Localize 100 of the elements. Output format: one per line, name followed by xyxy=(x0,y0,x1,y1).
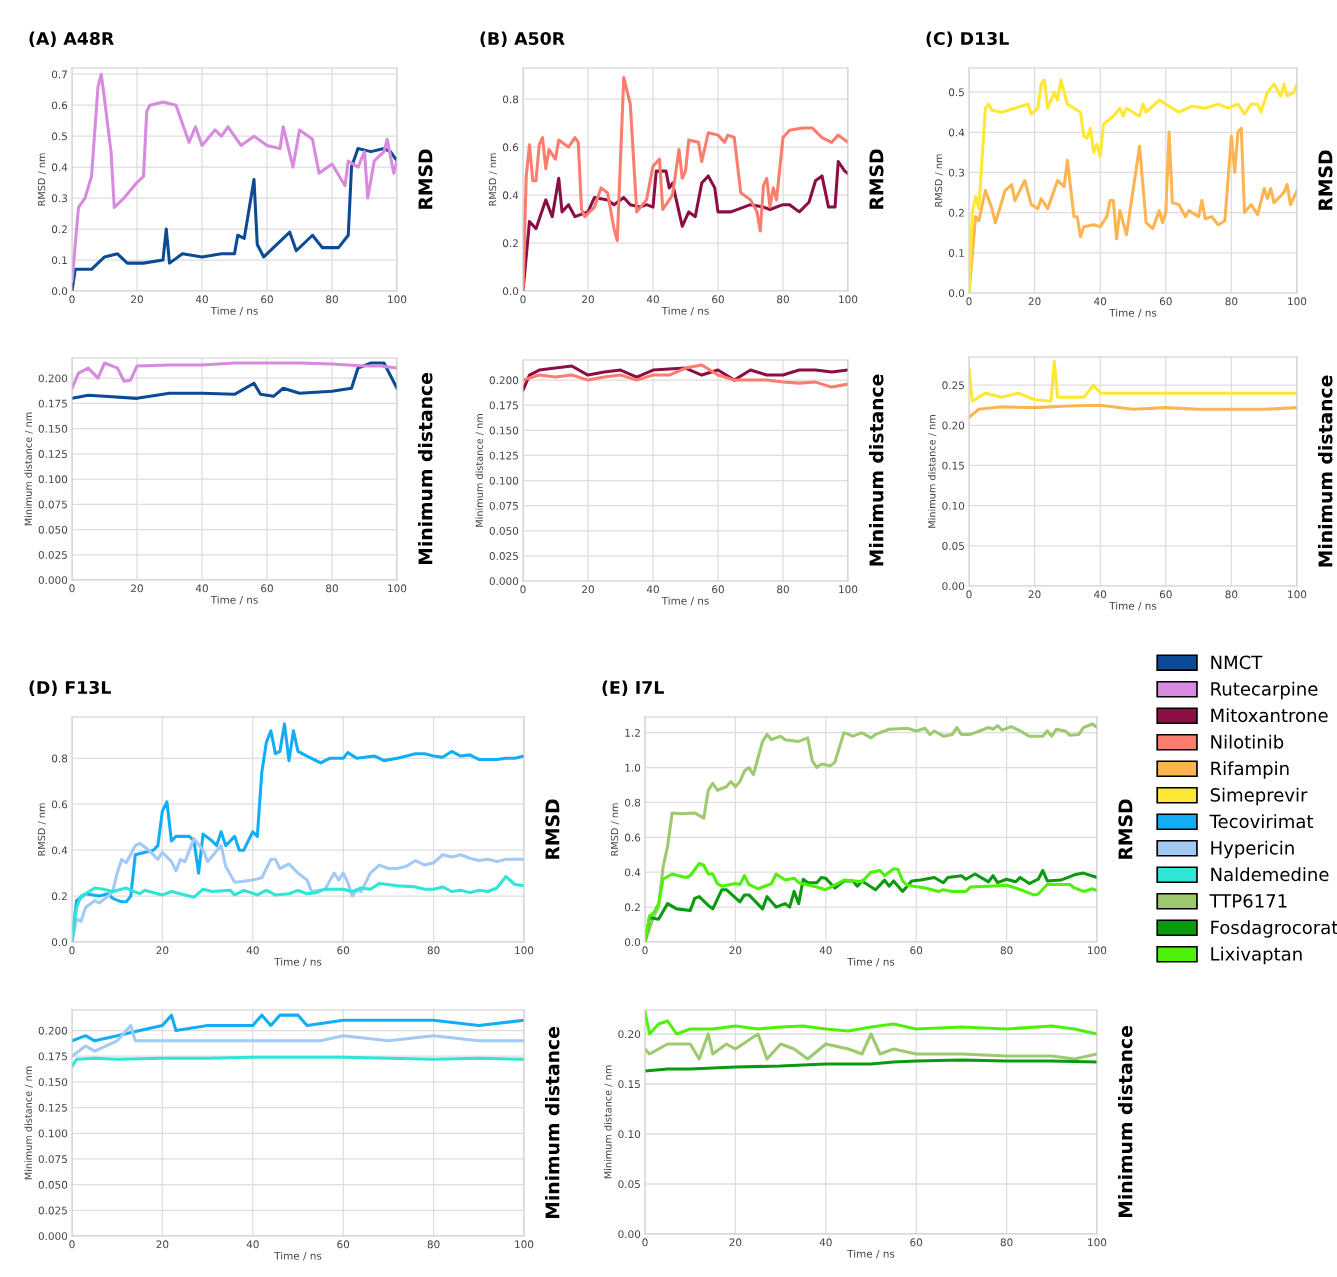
x-tick-label: 100 xyxy=(1288,297,1307,306)
x-tick-label: 60 xyxy=(1159,297,1172,306)
y-tick-label: 0.8 xyxy=(502,95,519,104)
line-series xyxy=(969,403,1297,419)
line-series xyxy=(72,1023,524,1058)
x-tick-label: 20 xyxy=(1028,297,1041,306)
x-tick-label: 80 xyxy=(1225,297,1238,306)
y-tick-label: 0.25 xyxy=(942,381,964,390)
y-tick-label: 0.125 xyxy=(38,450,67,458)
y-tick-label: 0.2 xyxy=(51,892,67,901)
x-tick-label: 20 xyxy=(582,585,594,594)
text: Minimum distance xyxy=(545,1027,560,1219)
line-series xyxy=(72,1055,524,1069)
x-tick-label: 80 xyxy=(777,585,789,594)
x-tick-label: 100 xyxy=(839,295,858,304)
x-tick-label: 0 xyxy=(69,584,75,593)
y-tick-label: 0.20 xyxy=(942,421,965,430)
x-tick-label: 0 xyxy=(69,1240,75,1249)
x-tick-label: 100 xyxy=(1088,1238,1107,1247)
x-tick-label: 80 xyxy=(427,946,440,955)
y-tick-label: 0.10 xyxy=(618,1130,641,1139)
x-tick-label: 100 xyxy=(839,585,858,594)
y-tick-label: 0.4 xyxy=(51,163,68,172)
line-series xyxy=(645,1058,1097,1073)
line-series xyxy=(72,72,397,284)
y-tick-label: 0.200 xyxy=(38,1026,68,1035)
y-tick-label: 0.05 xyxy=(942,542,964,550)
y-tick-label: 0.050 xyxy=(38,1180,68,1189)
legend-label: Mitoxantrone xyxy=(1211,708,1328,723)
line-series xyxy=(72,1013,524,1043)
y-tick-label: 0.025 xyxy=(38,1206,67,1215)
chart-title: (D) F13L xyxy=(29,680,111,697)
y-tick-label: 0.175 xyxy=(489,401,518,410)
legend-label: Naldemedine xyxy=(1211,867,1329,882)
x-tick-label: 100 xyxy=(515,946,534,955)
x-axis-title: Time / ns xyxy=(274,1251,322,1261)
y-tick-label: 0.3 xyxy=(51,194,67,203)
x-tick-label: 40 xyxy=(246,946,259,955)
y-tick-label: 0.075 xyxy=(38,500,67,509)
y-tick-label: 0.00 xyxy=(942,582,965,591)
legend-label: Tecovirimat xyxy=(1209,814,1314,829)
legend-label: Rutecarpine xyxy=(1211,681,1318,700)
y-axis-title: RMSD / nm xyxy=(37,153,46,206)
y-tick-label: 0.100 xyxy=(489,476,519,485)
x-tick-label: 40 xyxy=(819,946,832,955)
x-tick-label: 40 xyxy=(195,295,208,304)
x-tick-label: 0 xyxy=(642,946,648,955)
x-tick-label: 80 xyxy=(326,295,338,304)
x-axis-title: Time / ns xyxy=(661,596,709,606)
y-tick-label: 0.0 xyxy=(51,287,68,296)
x-tick-label: 0 xyxy=(69,946,75,955)
y-tick-label: 0.4 xyxy=(502,191,519,200)
x-tick-label: 40 xyxy=(1094,297,1107,306)
x-axis-title: Time / ns xyxy=(1109,601,1157,611)
x-tick-label: 100 xyxy=(1088,946,1107,955)
y-tick-label: 0.175 xyxy=(38,399,67,408)
legend-label: NMCT xyxy=(1211,655,1263,670)
y-tick-label: 0.150 xyxy=(38,424,68,433)
x-tick-label: 20 xyxy=(729,946,742,955)
x-axis-title: Time / ns xyxy=(1109,308,1157,318)
y-axis-title: Minimum distance / nm xyxy=(928,415,937,528)
y-tick-label: 0.050 xyxy=(489,527,519,535)
y-tick-label: 0.2 xyxy=(502,239,518,248)
y-tick-label: 1.0 xyxy=(625,763,641,772)
y-tick-label: 0.2 xyxy=(51,225,67,234)
x-tick-label: 40 xyxy=(819,1238,832,1247)
text: RMSD xyxy=(1118,799,1133,859)
y-tick-label: 0.2 xyxy=(948,208,964,217)
x-tick-label: 20 xyxy=(131,295,143,304)
y-tick-label: 0.000 xyxy=(38,576,68,585)
y-tick-label: 0.100 xyxy=(38,1129,68,1138)
x-tick-label: 20 xyxy=(582,295,594,304)
y-tick-label: 0.200 xyxy=(38,374,68,383)
y-tick-label: 0.075 xyxy=(38,1155,67,1164)
x-tick-label: 0 xyxy=(642,1238,648,1247)
line-series xyxy=(72,361,397,390)
x-tick-label: 80 xyxy=(326,584,338,593)
x-tick-label: 20 xyxy=(729,1238,742,1247)
x-tick-label: 0 xyxy=(966,590,972,599)
y-tick-label: 0.125 xyxy=(489,451,518,460)
chart-title: (E) I7L xyxy=(602,680,664,697)
x-tick-label: 20 xyxy=(131,584,143,593)
text: RMSD xyxy=(545,799,560,859)
y-tick-label: 0.150 xyxy=(38,1078,68,1087)
legend-label: TTP6171 xyxy=(1209,894,1287,908)
y-tick-label: 0.10 xyxy=(942,501,965,510)
y-tick-label: 1.2 xyxy=(625,728,640,737)
y-tick-label: 0.7 xyxy=(51,70,67,79)
x-tick-label: 0 xyxy=(69,295,75,304)
y-tick-label: 0.0 xyxy=(624,938,641,947)
y-tick-label: 0.4 xyxy=(624,868,641,877)
y-tick-label: 0.8 xyxy=(624,798,641,807)
x-tick-label: 0 xyxy=(966,297,972,306)
x-tick-label: 60 xyxy=(910,946,923,955)
y-tick-label: 0.6 xyxy=(624,833,641,842)
legend-label: Fosdagrocorat xyxy=(1211,920,1337,938)
y-axis-title: RMSD / nm xyxy=(488,153,497,206)
y-tick-label: 0.1 xyxy=(51,256,67,265)
legend-label: Hypericin xyxy=(1211,840,1294,859)
line-series xyxy=(645,1032,1097,1061)
